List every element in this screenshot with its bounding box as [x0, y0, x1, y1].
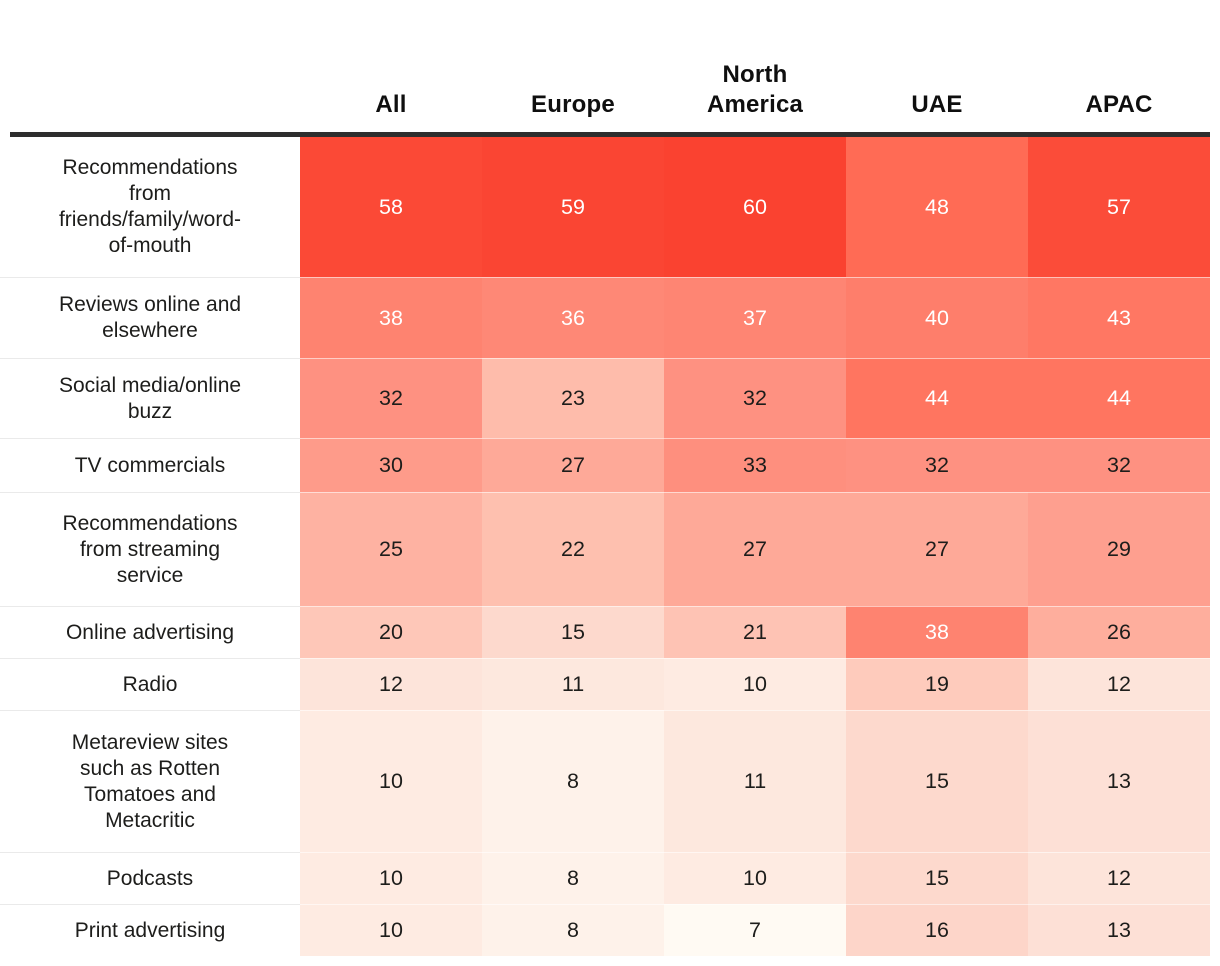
heat-cell: 12: [300, 658, 482, 710]
heat-cell: 10: [300, 710, 482, 852]
heat-cell: 15: [846, 710, 1028, 852]
row-label: Radio: [0, 658, 300, 710]
heat-cell: 16: [846, 904, 1028, 956]
heat-cell: 11: [482, 658, 664, 710]
row-label: Metareview sites such as Rotten Tomatoes…: [0, 710, 300, 852]
heat-cell: 7: [664, 904, 846, 956]
heat-cell: 44: [1028, 358, 1210, 438]
heat-cell: 8: [482, 904, 664, 956]
row-label: Print advertising: [0, 904, 300, 956]
heat-cell: 43: [1028, 277, 1210, 358]
heat-cell: 30: [300, 438, 482, 492]
heat-cell: 11: [664, 710, 846, 852]
heat-cell: 8: [482, 710, 664, 852]
column-header: Europe: [531, 90, 615, 118]
heat-cell: 15: [846, 852, 1028, 904]
heatmap-row: Metareview sites such as Rotten Tomatoes…: [0, 710, 1210, 852]
column-header: UAE: [911, 90, 963, 118]
row-label: TV commercials: [0, 438, 300, 492]
heat-cell: 36: [482, 277, 664, 358]
heat-cell: 13: [1028, 710, 1210, 852]
row-label: Recommendations from friends/family/word…: [58, 156, 242, 257]
heat-cell: 32: [1028, 438, 1210, 492]
heat-cell: 20: [300, 606, 482, 658]
heat-cell: 15: [482, 606, 664, 658]
heat-cell: 48: [846, 137, 1028, 277]
column-headers-row: All Europe North America UAE APAC: [0, 0, 1210, 132]
heatmap-row: Recommendations from streaming service 25…: [0, 492, 1210, 606]
heatmap-row: Print advertising 10 8 7 16 13: [0, 904, 1210, 956]
row-label: Reviews online and elsewhere: [0, 277, 300, 358]
heatmap-body: Recommendations from friends/family/word…: [0, 137, 1220, 956]
heat-cell: 12: [1028, 658, 1210, 710]
heat-cell: 32: [664, 358, 846, 438]
column-header: North America: [706, 61, 804, 118]
heat-cell: 44: [846, 358, 1028, 438]
column-header: APAC: [1085, 90, 1153, 118]
heat-cell: 8: [482, 852, 664, 904]
heat-cell: 21: [664, 606, 846, 658]
heat-cell: 40: [846, 277, 1028, 358]
heat-cell: 10: [664, 658, 846, 710]
row-label: Podcasts: [0, 852, 300, 904]
heat-cell: 26: [1028, 606, 1210, 658]
heat-cell: 22: [482, 492, 664, 606]
row-label: Recommendations from streaming service: [0, 492, 300, 606]
heat-cell: 23: [482, 358, 664, 438]
heatmap-row: Social media/online buzz 32 23 32 44 44: [0, 358, 1210, 438]
heat-cell: 29: [1028, 492, 1210, 606]
heat-cell: 27: [664, 492, 846, 606]
heat-cell: 33: [664, 438, 846, 492]
heat-cell: 27: [846, 492, 1028, 606]
row-label: Online advertising: [0, 606, 300, 658]
column-header: All: [375, 90, 407, 118]
heat-cell: 57: [1028, 137, 1210, 277]
heatmap-row: Podcasts 10 8 10 15 12: [0, 852, 1210, 904]
heat-cell: 59: [482, 137, 664, 277]
heat-cell: 10: [300, 852, 482, 904]
row-label: Social media/online buzz: [0, 358, 300, 438]
heat-cell: 38: [846, 606, 1028, 658]
heat-cell: 38: [300, 277, 482, 358]
heat-cell: 32: [300, 358, 482, 438]
heat-cell: 25: [300, 492, 482, 606]
heat-cell: 10: [664, 852, 846, 904]
heat-cell: 58: [300, 137, 482, 277]
heat-cell: 37: [664, 277, 846, 358]
heat-cell: 60: [664, 137, 846, 277]
heat-cell: 19: [846, 658, 1028, 710]
heat-cell: 12: [1028, 852, 1210, 904]
heat-cell: 13: [1028, 904, 1210, 956]
heatmap-row: TV commercials 30 27 33 32 32: [0, 438, 1210, 492]
heat-cell: 32: [846, 438, 1028, 492]
heat-cell: 10: [300, 904, 482, 956]
heatmap-row: Radio 12 11 10 19 12: [0, 658, 1210, 710]
heat-cell: 27: [482, 438, 664, 492]
header-divider: [10, 132, 1210, 137]
heatmap-row: Online advertising 20 15 21 38 26: [0, 606, 1210, 658]
heatmap-row: Reviews online and elsewhere 38 36 37 40 43: [0, 277, 1210, 358]
heatmap-row: Recommendations from friends/family/word…: [0, 137, 1210, 277]
